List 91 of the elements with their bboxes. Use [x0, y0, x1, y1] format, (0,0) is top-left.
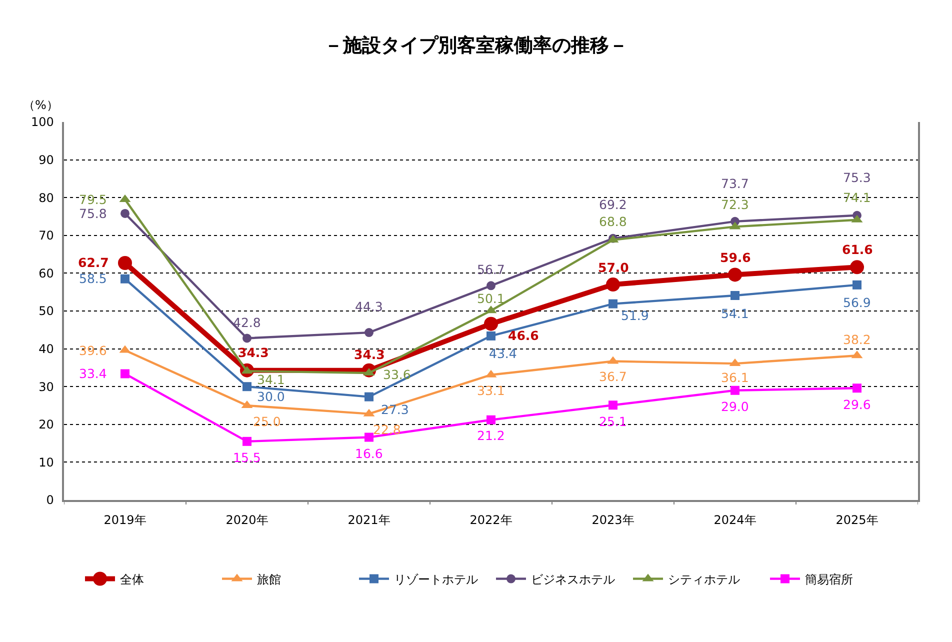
point — [608, 400, 618, 410]
data-label: 36.7 — [599, 369, 627, 384]
point — [606, 278, 620, 292]
y-tick-label: 60 — [38, 266, 54, 280]
data-label: 68.8 — [599, 214, 627, 229]
point — [242, 382, 252, 392]
point — [120, 208, 130, 218]
data-label: 33.1 — [477, 383, 505, 398]
point — [486, 415, 496, 424]
data-label: 58.5 — [79, 271, 107, 286]
point — [730, 386, 740, 395]
data-label: 51.9 — [621, 308, 649, 323]
data-label: 73.7 — [721, 176, 749, 191]
data-label: 22.8 — [373, 422, 401, 437]
data-label: 16.6 — [355, 446, 383, 461]
data-label: 27.3 — [381, 402, 409, 417]
data-label: 34.3 — [354, 347, 385, 362]
data-label: 36.1 — [721, 370, 749, 385]
legend-label: 全体 — [120, 572, 144, 586]
point — [364, 432, 374, 442]
data-label: 34.1 — [257, 372, 285, 387]
chart-title: －施設タイプ別客室稼働率の推移－ — [324, 34, 628, 57]
legend-label: ビジネスホテル — [531, 572, 615, 586]
legend-label: 旅館 — [257, 572, 281, 586]
point — [850, 260, 864, 274]
y-tick-label: 70 — [38, 228, 54, 243]
data-label: 74.1 — [843, 190, 871, 205]
point — [728, 268, 742, 282]
data-label: 75.8 — [79, 206, 107, 221]
legend-label: リゾートホテル — [394, 572, 478, 586]
data-label: 44.3 — [355, 299, 383, 314]
data-label: 21.2 — [477, 428, 505, 443]
point — [608, 299, 618, 308]
y-tick-label: 40 — [38, 342, 54, 356]
point — [120, 369, 130, 378]
y-tick-label: 100 — [30, 115, 54, 130]
y-tick-label: 0 — [46, 493, 54, 508]
point — [364, 328, 374, 338]
y-tick-label: 10 — [38, 455, 54, 470]
point — [242, 436, 252, 446]
data-label: 72.3 — [721, 197, 749, 212]
data-label: 25.0 — [253, 414, 281, 429]
point — [484, 316, 498, 331]
data-label: 54.1 — [721, 306, 749, 321]
data-label: 34.3 — [238, 345, 269, 360]
y-tick-label: 80 — [38, 190, 54, 205]
data-label: 56.7 — [477, 262, 505, 277]
data-label: 29.6 — [843, 397, 871, 412]
data-label: 30.0 — [257, 389, 285, 404]
data-label: 62.7 — [78, 255, 109, 270]
y-tick-label: 20 — [38, 418, 54, 432]
point — [364, 392, 374, 402]
point — [486, 331, 496, 340]
point — [486, 281, 496, 290]
data-label: 75.3 — [843, 170, 871, 185]
data-label: 25.1 — [599, 414, 627, 429]
legend-label: 簡易宿所 — [805, 572, 853, 586]
x-tick-label: 2019年 — [104, 513, 146, 528]
data-label: 15.5 — [233, 450, 261, 465]
x-tick-label: 2021年 — [348, 513, 390, 528]
x-tick-label: 2025年 — [836, 513, 878, 528]
x-tick-label: 2023年 — [592, 513, 634, 528]
data-label: 50.1 — [477, 291, 505, 306]
data-label: 38.2 — [843, 332, 871, 347]
data-label: 57.0 — [598, 260, 630, 275]
x-tick-label: 2020年 — [226, 513, 268, 528]
data-label: 79.5 — [79, 192, 107, 207]
data-label: 61.6 — [842, 242, 874, 257]
y-axis-title: （%） — [23, 98, 58, 112]
data-label: 69.2 — [599, 197, 627, 212]
y-tick-label: 90 — [38, 153, 54, 167]
x-tick-label: 2024年 — [714, 513, 756, 528]
data-label: 46.6 — [508, 328, 540, 343]
data-label: 33.6 — [383, 367, 411, 382]
x-tick-label: 2022年 — [470, 513, 512, 528]
data-label: 43.4 — [489, 346, 517, 361]
data-label: 42.8 — [233, 315, 261, 330]
data-label: 39.6 — [79, 343, 107, 358]
data-label: 29.0 — [721, 399, 749, 414]
y-tick-label: 30 — [38, 380, 54, 394]
point — [118, 256, 132, 270]
point — [852, 280, 862, 290]
point — [242, 334, 252, 343]
y-tick-label: 50 — [38, 304, 54, 318]
data-label: 59.6 — [720, 250, 752, 265]
data-label: 33.4 — [79, 366, 107, 381]
point — [120, 274, 130, 284]
point — [730, 291, 740, 300]
legend-label: シティホテル — [668, 572, 740, 586]
data-label: 56.9 — [843, 295, 871, 310]
point — [852, 384, 862, 393]
